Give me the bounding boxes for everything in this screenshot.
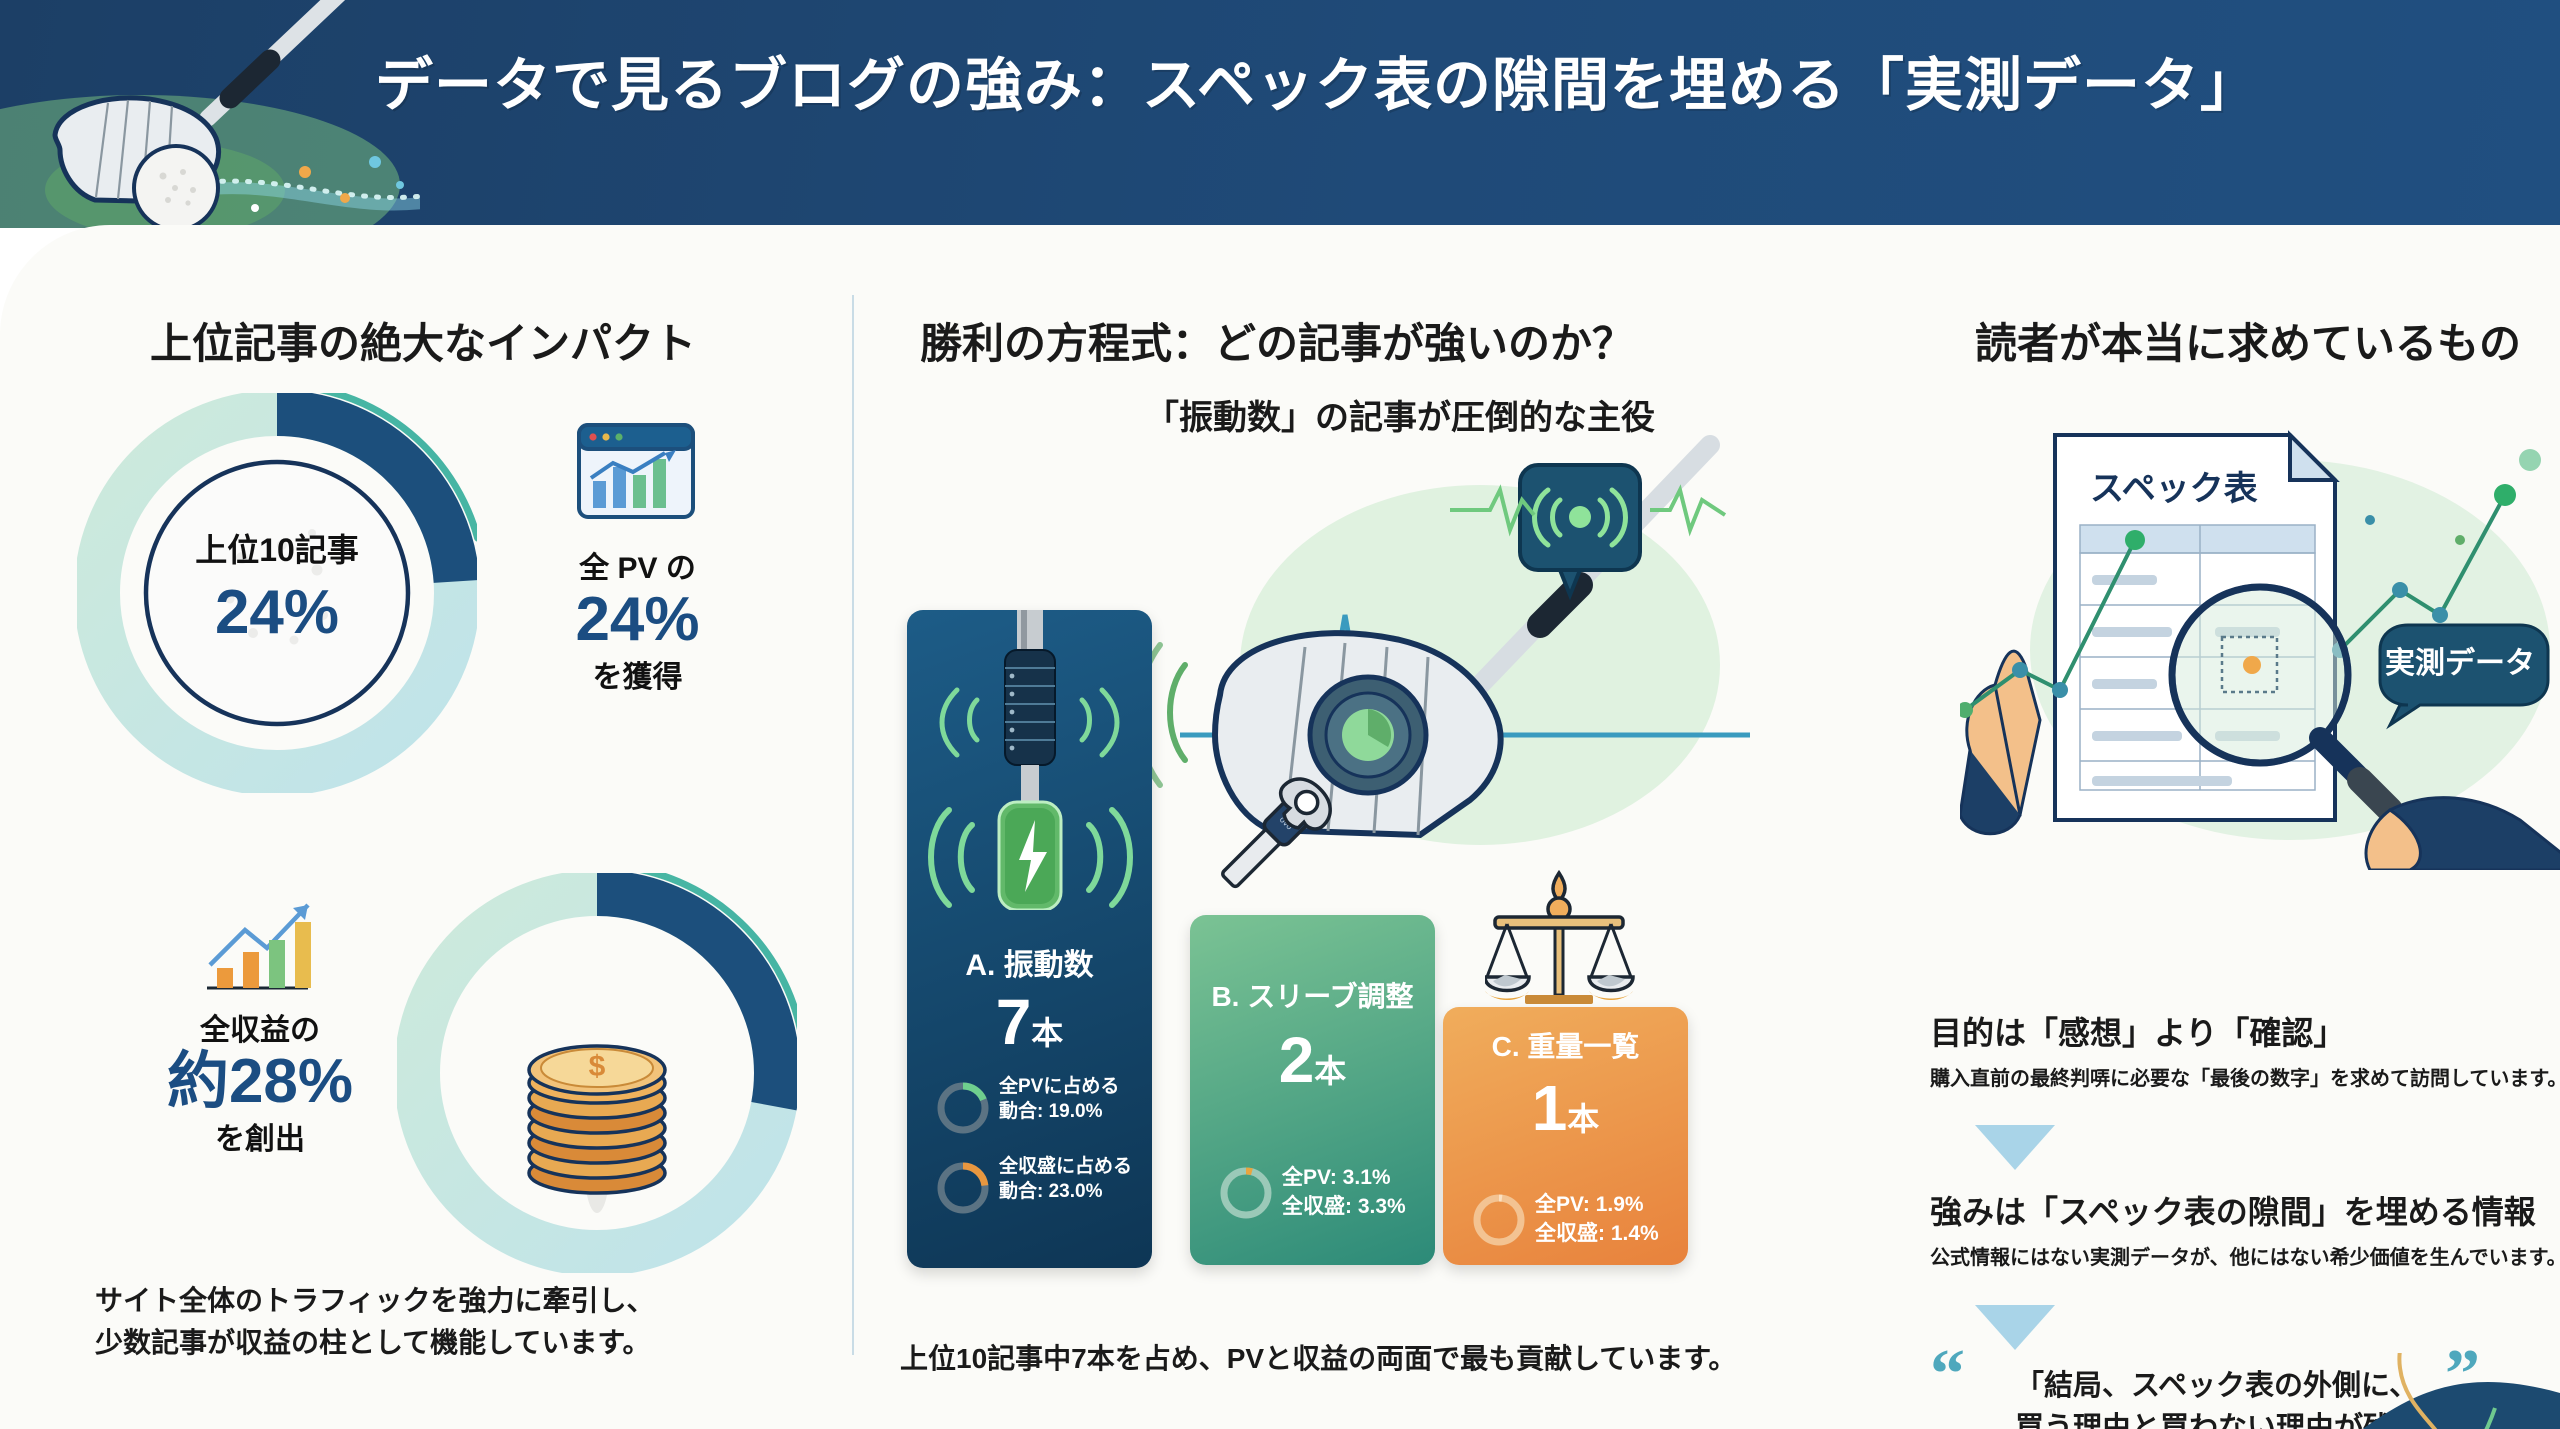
svg-text:スペック表: スペック表: [2090, 470, 2258, 508]
svg-text:$: $: [589, 1050, 606, 1083]
svg-text:実測データ: 実測データ: [2385, 646, 2535, 680]
